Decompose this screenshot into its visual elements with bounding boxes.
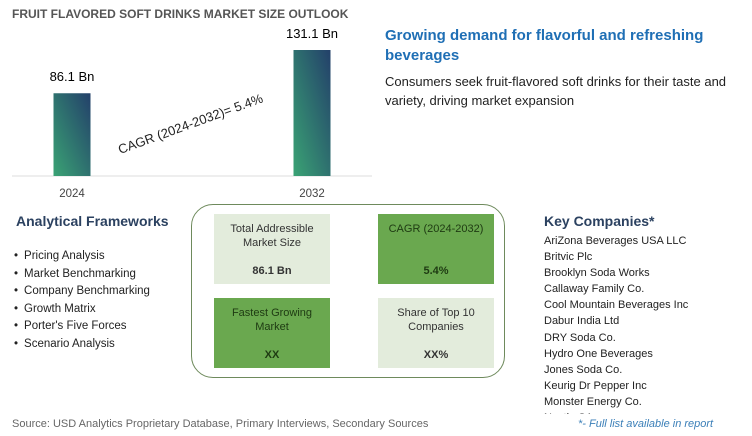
bar-2032: [293, 50, 331, 176]
metric-card: CAGR (2024-2032) 5.4%: [378, 214, 494, 284]
company-item: DRY Soda Co.: [544, 331, 616, 344]
company-item: Jones Soda Co.: [544, 363, 623, 376]
metric-value: 5.4%: [423, 265, 449, 277]
company-item: Hydro One Beverages: [544, 347, 653, 360]
metric-label: Total Addressible Market Size: [230, 223, 314, 249]
cagr-annotation: CAGR (2024-2032)= 5.4%: [116, 90, 265, 157]
data-label: 86.1 Bn: [50, 69, 95, 84]
metrics-panel: Total Addressible Market Size 86.1 Bn CAGR…: [191, 204, 505, 378]
bar-2024: [53, 93, 91, 176]
companies-heading: Key Companies*: [544, 213, 655, 229]
framework-item: Company Benchmarking: [14, 283, 150, 301]
frameworks-heading: Analytical Frameworks: [16, 213, 169, 229]
full-list-note: *- Full list available in report: [578, 418, 714, 430]
company-item: Keurig Dr Pepper Inc: [544, 379, 647, 392]
metric-label: Fastest Growing Market: [231, 307, 313, 333]
metric-label: CAGR (2024-2032): [388, 223, 484, 235]
company-item: Nestle SA: [544, 410, 688, 414]
metric-value: 86.1 Bn: [252, 265, 292, 277]
frameworks-list: Pricing AnalysisMarket BenchmarkingCompa…: [14, 248, 150, 354]
company-item: Callaway Family Co.: [544, 283, 645, 296]
metric-value: XX: [264, 349, 280, 361]
x-tick-label: 2024: [59, 188, 85, 200]
headline: Growing demand for flavorful and refresh…: [385, 27, 704, 64]
framework-item: Porter's Five Forces: [14, 318, 150, 336]
company-item: Dabur India Ltd: [544, 315, 620, 328]
companies-list: AriZona Beverages USA LLC Britvic Plc Broo…: [544, 233, 688, 414]
company-item: AriZona Beverages USA LLC: [544, 235, 687, 247]
data-label: 131.1 Bn: [286, 26, 338, 41]
body-text: Consumers seek fruit-flavored soft drink…: [385, 74, 727, 108]
framework-item: Market Benchmarking: [14, 266, 150, 284]
framework-item: Pricing Analysis: [14, 248, 150, 266]
metric-card: Share of Top 10 Companies XX%: [378, 298, 494, 368]
framework-item: Scenario Analysis: [14, 336, 150, 354]
company-item: Britvic Plc: [544, 251, 593, 264]
company-item: Cool Mountain Beverages Inc: [544, 299, 689, 312]
metric-label: Share of Top 10 Companies: [397, 307, 475, 333]
metric-card: Fastest Growing Market XX: [214, 298, 330, 368]
metric-card: Total Addressible Market Size 86.1 Bn: [214, 214, 330, 284]
x-tick-label: 2032: [299, 188, 325, 200]
market-size-chart: 86.1 Bn 2024 131.1 Bn 2032 CAGR (2024-2032)…: [12, 26, 372, 200]
chart-title: FRUIT FLAVORED SOFT DRINKS MARKET SIZE O…: [12, 7, 349, 21]
framework-item: Growth Matrix: [14, 301, 150, 319]
metric-value: XX%: [423, 349, 449, 361]
source-note: Source: USD Analytics Proprietary Databa…: [12, 418, 429, 430]
intro-block: Growing demand for flavorful and refresh…: [385, 26, 747, 110]
company-item: Brooklyn Soda Works: [544, 267, 650, 280]
company-item: Monster Energy Co.: [544, 395, 642, 408]
